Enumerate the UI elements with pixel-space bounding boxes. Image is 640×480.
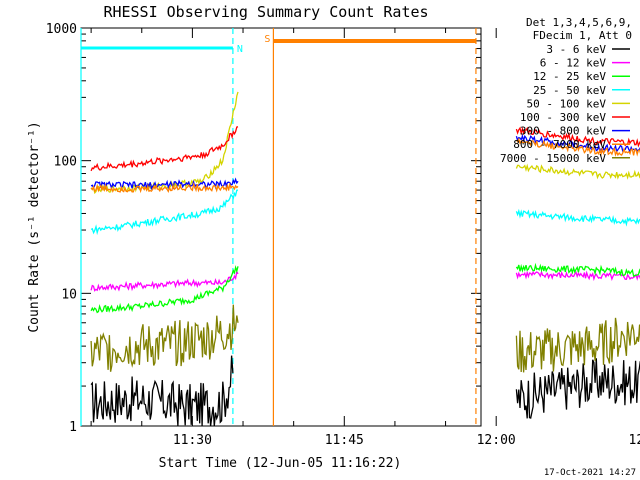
x-axis-label: Start Time (12-Jun-05 11:16:22): [159, 456, 402, 471]
y-tick-label: 1000: [46, 22, 77, 37]
series-line-2-seg0: [90, 265, 239, 314]
y-tick-label: 1: [69, 420, 77, 435]
series-line-5-seg0: [90, 126, 239, 172]
saa-label: S: [264, 34, 270, 45]
series-lines: [90, 91, 640, 427]
plot-frame: [80, 27, 482, 427]
y-tick-label: 10: [61, 287, 77, 302]
legend-label: 3 - 6 keV: [546, 43, 606, 56]
orbit-annotations: SN: [80, 28, 477, 426]
x-tick-label: 12:15: [629, 433, 640, 448]
chart-title: RHESSI Observing Summary Count Rates: [103, 3, 428, 21]
legend-label: 300 - 800 keV: [520, 125, 606, 138]
x-tick-label: 11:30: [173, 433, 212, 448]
series-line-7-seg0: [90, 182, 239, 194]
night-label: N: [237, 44, 243, 55]
series-line-4-seg0: [90, 91, 239, 195]
series-line-2-seg1: [515, 262, 640, 278]
series-line-8-seg1: [515, 317, 640, 373]
series-line-7-seg1: [515, 137, 640, 157]
series-line-1-seg0: [90, 269, 239, 292]
legend-label: 100 - 300 keV: [520, 111, 606, 124]
legend-header-line-2: FDecim 1, Att 0: [533, 29, 632, 42]
series-line-8-seg0: [90, 304, 239, 372]
x-tick-label: 11:45: [325, 433, 364, 448]
legend: Det 1,3,4,5,6,9, FDecim 1, Att 0 3 - 6 k…: [500, 16, 632, 165]
legend-label: 800 - 7000 keV: [513, 138, 606, 151]
legend-label: 7000 - 15000 keV: [500, 152, 606, 165]
legend-label: 6 - 12 keV: [540, 57, 607, 70]
series-line-6-seg0: [90, 177, 239, 191]
legend-header-line-1: Det 1,3,4,5,6,9,: [526, 16, 632, 29]
series-line-1-seg1: [515, 270, 640, 282]
legend-label: 50 - 100 keV: [527, 97, 607, 110]
legend-label: 25 - 50 keV: [533, 84, 606, 97]
series-line-3-seg1: [515, 208, 640, 227]
series-line-0-seg0: [90, 355, 234, 427]
series-line-0-seg1: [515, 358, 640, 419]
series-line-5-seg1: [515, 126, 640, 148]
series-line-3-seg0: [90, 189, 239, 236]
series-line-4-seg1: [515, 163, 640, 180]
y-axis-label: Count Rate (s⁻¹ detector⁻¹): [27, 121, 42, 332]
legend-label: 12 - 25 keV: [533, 70, 606, 83]
x-tick-label: 12:00: [477, 433, 516, 448]
footer-timestamp: 17-Oct-2021 14:27: [544, 468, 636, 478]
y-tick-label: 100: [54, 155, 77, 170]
